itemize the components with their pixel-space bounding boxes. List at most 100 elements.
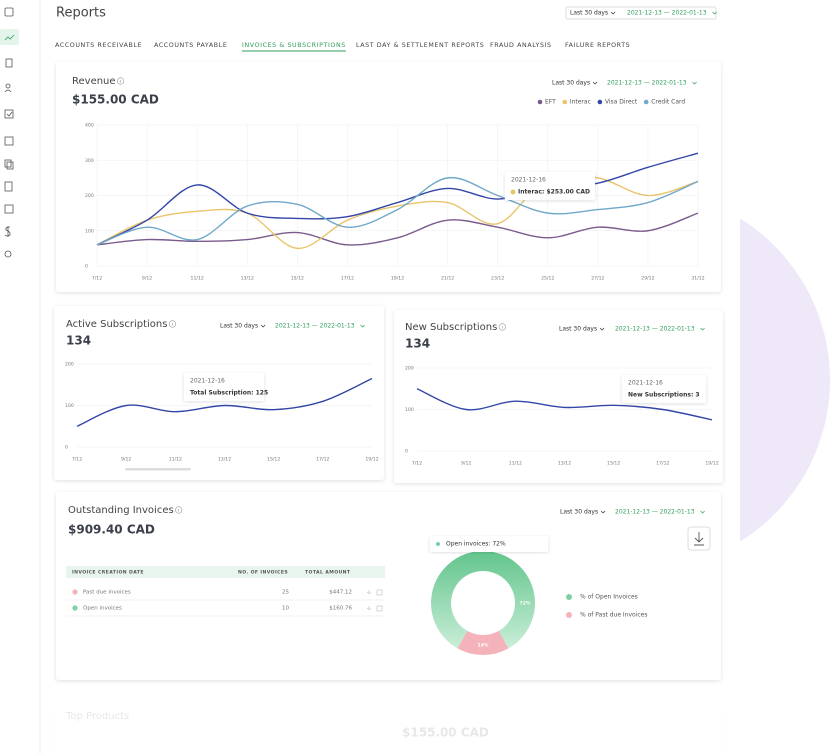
y-tick-label: 100 [405, 407, 414, 413]
x-tick-label: 19/12 [365, 457, 378, 463]
donut-label: 72% [520, 601, 531, 607]
tooltip-date: 2021-12-16 [628, 380, 663, 387]
x-tick-label: 7/12 [92, 276, 102, 282]
x-tick-label: 15/12 [607, 461, 620, 467]
range-select[interactable]: Last 30 days [560, 509, 598, 516]
outstanding-card [56, 492, 721, 680]
x-tick-label: 13/12 [558, 461, 571, 467]
tab[interactable]: ACCOUNTS RECEIVABLE [55, 42, 142, 49]
row-amount: $447.12 [329, 590, 352, 596]
x-tick-label: 25/12 [541, 276, 554, 282]
x-tick-label: 13/12 [218, 457, 231, 463]
top-products-total: $155.00 CAD [402, 726, 489, 740]
date-range[interactable]: 2021-12-13 — 2022-01-13 [627, 10, 707, 17]
legend-swatch [537, 99, 543, 105]
tooltip-text: Total Subscription: 125 [190, 390, 268, 397]
y-tick-label: 200 [405, 366, 414, 372]
chevron [712, 11, 717, 15]
legend-swatch [597, 99, 603, 105]
legend-swatch [562, 99, 568, 105]
range-select[interactable]: Last 30 days [570, 10, 608, 17]
table-column: NO. OF INVOICES [238, 570, 288, 576]
donut-tooltip-text: Open invoices: 72% [446, 541, 506, 548]
legend-label: Credit Card [651, 99, 685, 106]
x-tick-label: 13/12 [241, 276, 254, 282]
donut-tooltip [430, 536, 548, 552]
legend-swatch [643, 99, 649, 105]
series-line [76, 377, 373, 427]
date-range[interactable]: 2021-12-13 — 2022-01-13 [615, 509, 695, 516]
row-count: 10 [282, 606, 289, 612]
row-label: Past due invoices [83, 590, 131, 596]
legend-swatch [566, 612, 572, 618]
tab[interactable]: INVOICES & SUBSCRIPTIONS [242, 42, 346, 49]
x-tick-label: 19/12 [391, 276, 404, 282]
table-column: INVOICE CREATION DATE [72, 570, 144, 576]
series-line [96, 152, 699, 246]
x-tick-label: 17/12 [656, 461, 669, 467]
x-tick-label: 11/12 [509, 461, 522, 467]
range-select[interactable]: Last 30 days [220, 323, 258, 330]
info-icon [168, 320, 177, 328]
row-label: Open invoices [83, 606, 122, 612]
table-column: TOTAL AMOUNT [305, 570, 351, 576]
y-tick-label: 0 [85, 264, 88, 270]
chevron [592, 81, 598, 85]
date-range[interactable]: 2021-12-13 — 2022-01-13 [275, 323, 355, 330]
x-tick-label: 21/12 [441, 276, 454, 282]
row-actions[interactable] [366, 589, 383, 596]
range-select[interactable]: Last 30 days [552, 80, 590, 87]
scrollbar [125, 468, 191, 471]
range-select[interactable]: Last 30 days [559, 326, 597, 333]
tooltip [184, 373, 264, 401]
x-tick-label: 31/12 [691, 276, 704, 282]
y-tick-label: 0 [405, 449, 408, 455]
x-tick-label: 7/12 [72, 457, 82, 463]
chevron [599, 327, 605, 331]
x-tick-label: 11/12 [169, 457, 182, 463]
chevron [260, 324, 266, 328]
info-icon [498, 323, 506, 331]
series-line [96, 173, 699, 250]
donut-slice [457, 630, 509, 655]
date-range[interactable]: 2021-12-13 — 2022-01-13 [615, 326, 695, 333]
y-tick-label: 100 [85, 228, 94, 234]
tab[interactable]: FRAUD ANALYSIS [490, 42, 552, 49]
legend-label: % of Past due Invoices [580, 612, 648, 619]
page-title: Reports [56, 6, 106, 21]
tabs: ACCOUNTS RECEIVABLE ACCOUNTS PAYABLE INVOI… [55, 42, 630, 52]
x-tick-label: 11/12 [191, 276, 204, 282]
tooltip-text: Interac: $253.00 CAD [518, 189, 590, 196]
card-total: $909.40 CAD [68, 523, 155, 537]
info-icon [175, 506, 183, 514]
x-tick-label: 23/12 [491, 276, 504, 282]
tab[interactable]: FAILURE REPORTS [565, 42, 630, 49]
card-title: Revenue [72, 76, 116, 87]
chevron [610, 11, 616, 15]
chevron [360, 324, 365, 328]
donut-label: 14% [478, 643, 489, 649]
download-icon [694, 532, 704, 546]
date-range[interactable]: 2021-12-13 — 2022-01-13 [607, 80, 687, 87]
revenue-card [56, 62, 721, 292]
row-count: 25 [282, 590, 289, 596]
legend-label: Visa Direct [605, 99, 638, 106]
x-tick-label: 15/12 [291, 276, 304, 282]
y-tick-label: 100 [65, 403, 74, 409]
row-actions[interactable] [366, 605, 383, 612]
card-title: Outstanding Invoices [68, 505, 174, 516]
tooltip-dot [510, 189, 516, 195]
tab[interactable]: ACCOUNTS PAYABLE [154, 42, 227, 49]
tooltip [622, 375, 706, 403]
y-tick-label: 300 [85, 158, 94, 164]
table-header [66, 566, 385, 578]
x-tick-label: 27/12 [591, 276, 604, 282]
tooltip-dot [436, 542, 440, 546]
row-dot [72, 589, 78, 595]
chevron [700, 327, 705, 331]
tooltip-text: New Subscriptions: 3 [628, 392, 700, 399]
info-icon [116, 77, 125, 85]
top-products-bg [56, 700, 721, 754]
tab[interactable]: LAST DAY & SETTLEMENT REPORTS [356, 42, 484, 49]
